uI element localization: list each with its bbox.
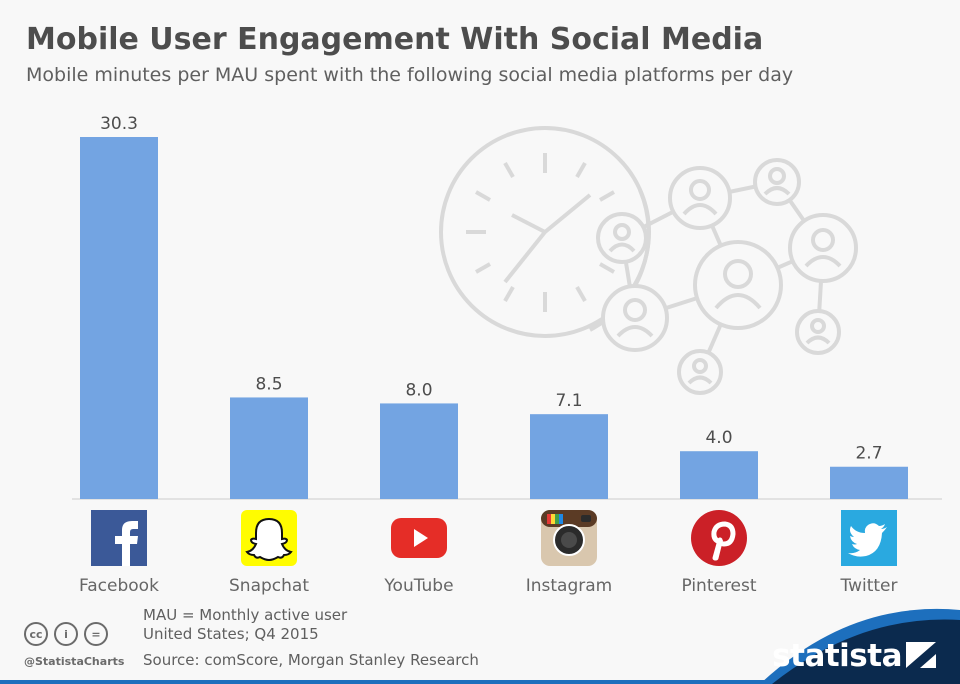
person-node-icon	[788, 213, 858, 283]
person-node-icon	[596, 212, 648, 264]
youtube-icon	[391, 518, 447, 558]
person-node-icon	[601, 284, 669, 352]
person-node-icon	[677, 349, 723, 395]
bar-pinterest	[680, 451, 758, 499]
creative-commons-icon: cc	[24, 622, 48, 646]
value-label-snapchat: 8.5	[255, 374, 282, 394]
chart-title: Mobile User Engagement With Social Media	[26, 22, 764, 57]
statista-mark-icon	[906, 642, 936, 668]
category-label-twitter: Twitter	[840, 576, 898, 596]
person-node-icon	[795, 309, 841, 355]
bar-instagram	[530, 414, 608, 499]
facebook-icon	[91, 510, 147, 566]
bar-twitter	[830, 466, 908, 499]
network-illustration-icon	[596, 158, 858, 395]
source-note: Source: comScore, Morgan Stanley Researc…	[143, 651, 479, 669]
license-icons: cc i =	[24, 622, 108, 646]
bar-snapchat	[230, 397, 308, 499]
mau-note: MAU = Monthly active user	[143, 606, 348, 624]
attribution-icon: i	[54, 622, 78, 646]
twitter-icon	[841, 510, 897, 566]
value-label-instagram: 7.1	[555, 391, 582, 411]
person-node-icon	[668, 166, 732, 230]
person-node-icon	[753, 158, 801, 206]
value-label-youtube: 8.0	[405, 380, 432, 400]
category-label-youtube: YouTube	[383, 576, 453, 596]
region-note: United States; Q4 2015	[143, 625, 319, 643]
clock-illustration-icon	[439, 126, 651, 338]
bar-facebook	[80, 137, 158, 499]
bar-chart: 30.3 8.5 8.0 7.1 4.0 2.7 Facebook Snapchat YouT…	[72, 114, 942, 596]
chart-subtitle: Mobile minutes per MAU spent with the fo…	[26, 64, 794, 86]
person-node-icon	[693, 240, 783, 330]
category-label-pinterest: Pinterest	[681, 576, 756, 596]
value-label-twitter: 2.7	[855, 444, 882, 464]
value-label-pinterest: 4.0	[705, 428, 732, 448]
value-label-facebook: 30.3	[100, 114, 138, 134]
instagram-icon	[541, 510, 597, 566]
no-derivatives-icon: =	[84, 622, 108, 646]
snapchat-icon	[241, 510, 297, 566]
category-label-instagram: Instagram	[526, 576, 613, 596]
chart-notes: MAU = Monthly active user United States;…	[143, 606, 347, 644]
twitter-handle: @StatistaCharts	[24, 655, 125, 668]
category-label-snapchat: Snapchat	[229, 576, 309, 596]
category-label-facebook: Facebook	[79, 576, 159, 596]
pinterest-icon	[691, 510, 747, 566]
bar-youtube	[380, 403, 458, 499]
statista-logo[interactable]: statista	[772, 638, 902, 674]
